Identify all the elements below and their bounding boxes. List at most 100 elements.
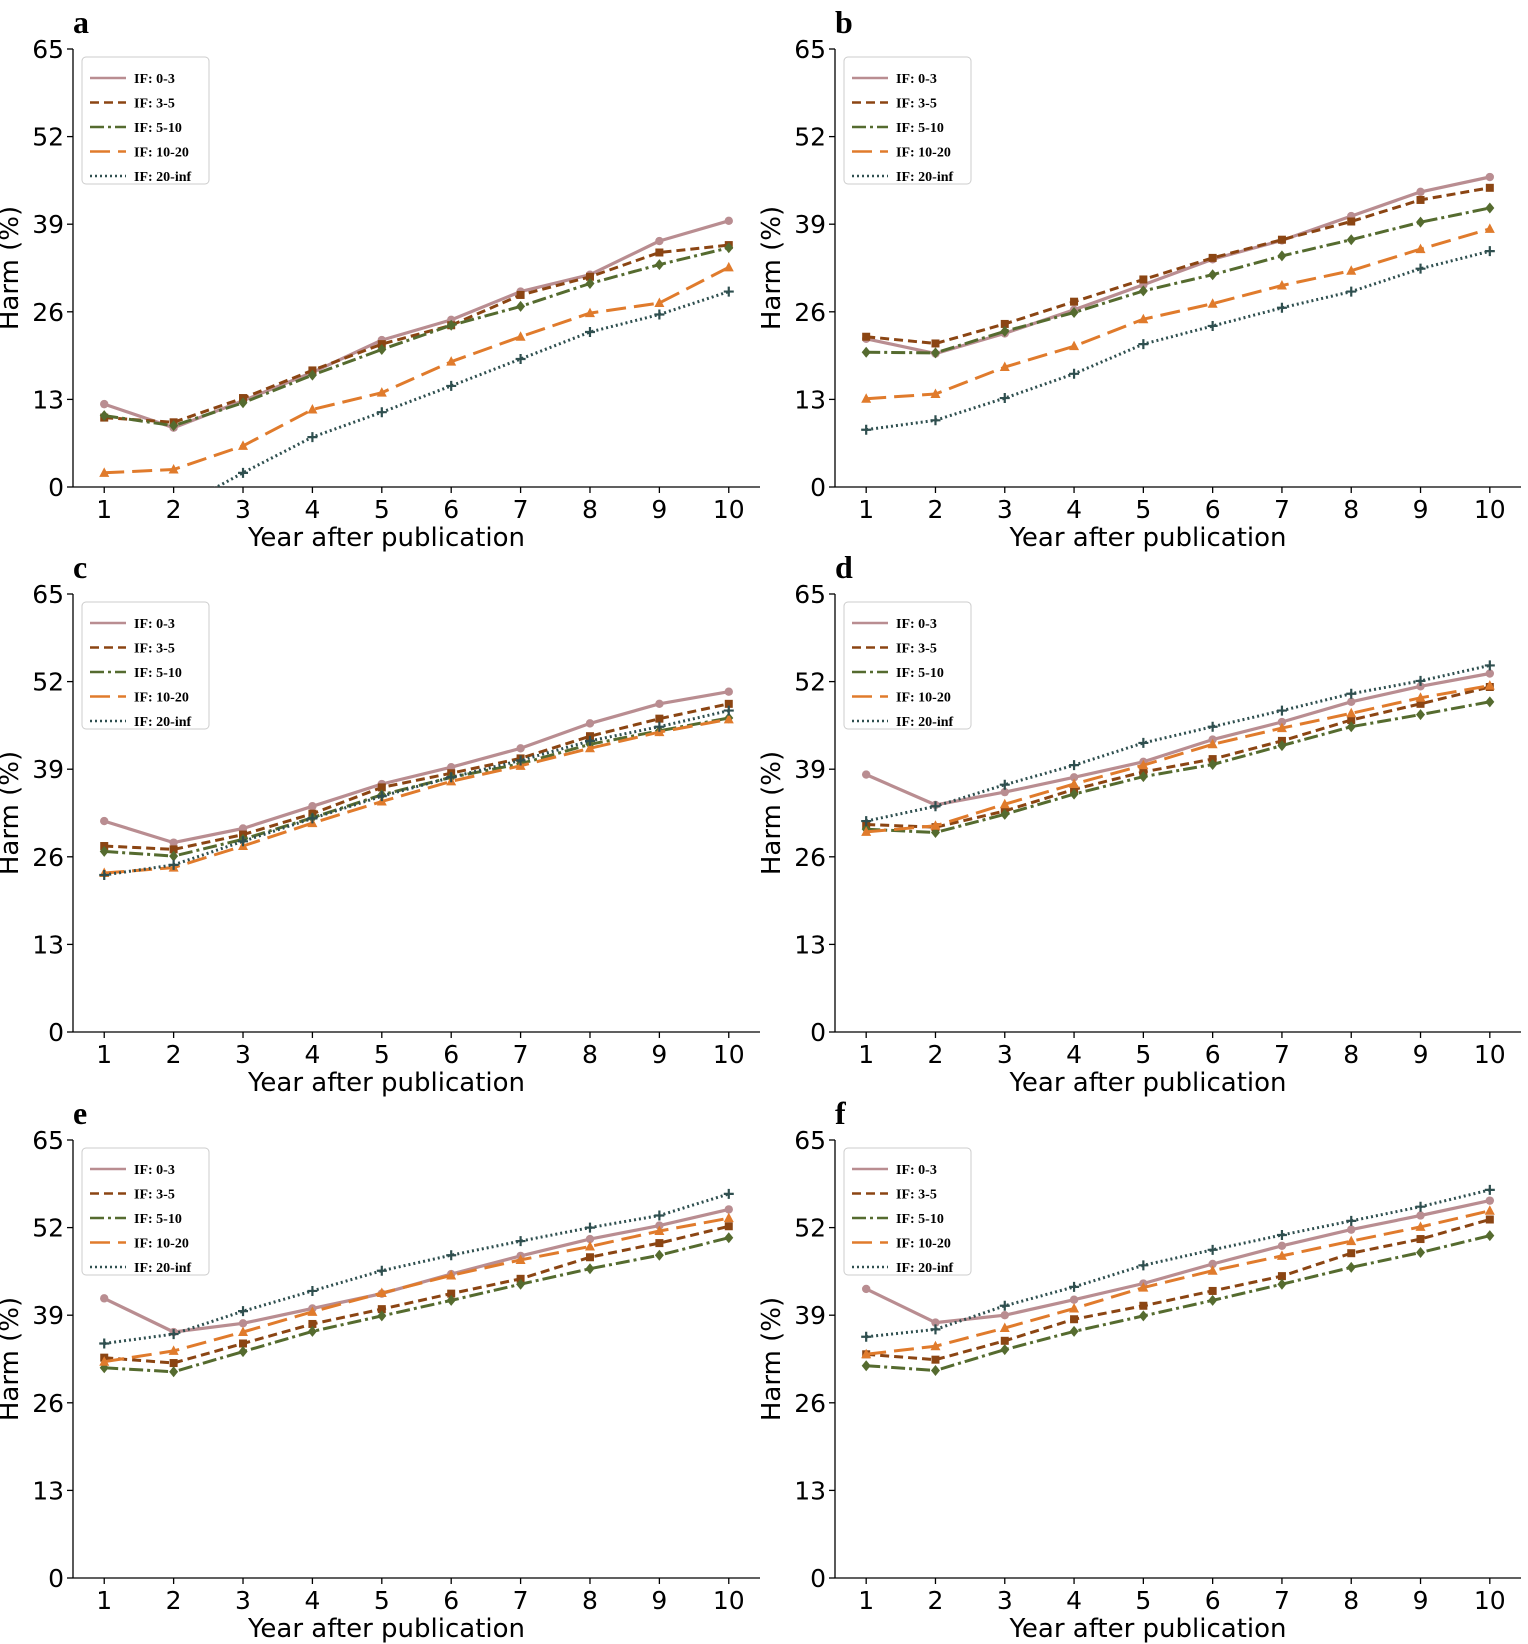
x-axis-title: Year after publication bbox=[247, 523, 525, 553]
legend-box bbox=[81, 601, 210, 730]
data-point bbox=[446, 356, 457, 366]
legend: IF: 0-3 IF: 3-5 IF: 5-10 IF: 10-20 IF: 20-in… bbox=[843, 56, 972, 185]
x-tick-label: 7 bbox=[1274, 1586, 1290, 1615]
data-point bbox=[585, 272, 594, 281]
data-point bbox=[1208, 1294, 1218, 1306]
legend-label: IF: 0-3 bbox=[134, 617, 175, 632]
data-point bbox=[377, 1305, 386, 1314]
series-line bbox=[103, 709, 730, 877]
series-line bbox=[104, 1224, 730, 1365]
data-point bbox=[1207, 320, 1218, 331]
data-point bbox=[99, 1338, 110, 1349]
series-line bbox=[866, 684, 1491, 834]
legend-label: IF: 5-10 bbox=[896, 1212, 944, 1227]
data-point bbox=[1347, 217, 1356, 226]
data-point bbox=[1000, 787, 1009, 797]
plot-area bbox=[861, 1184, 1495, 1376]
data-point bbox=[515, 1254, 526, 1264]
x-tick-label: 2 bbox=[928, 1040, 944, 1069]
x-tick-label: 10 bbox=[713, 495, 745, 524]
data-point bbox=[584, 1240, 595, 1251]
data-point bbox=[1485, 1215, 1494, 1224]
series-line bbox=[103, 1216, 730, 1364]
series-line bbox=[866, 186, 1491, 345]
data-point bbox=[1416, 195, 1425, 204]
data-point bbox=[238, 467, 249, 478]
x-tick-label: 1 bbox=[858, 495, 874, 524]
data-point bbox=[1138, 1310, 1148, 1322]
data-point bbox=[930, 1364, 940, 1376]
data-point bbox=[169, 420, 179, 432]
data-point bbox=[169, 1359, 178, 1368]
x-tick-label: 6 bbox=[443, 1040, 459, 1069]
data-point bbox=[584, 307, 595, 318]
legend-label: IF: 10-20 bbox=[896, 691, 951, 706]
data-point bbox=[861, 1348, 872, 1359]
legend-label: IF: 0-3 bbox=[134, 1163, 175, 1178]
x-tick-label: 3 bbox=[235, 1040, 251, 1069]
series-line bbox=[104, 265, 730, 475]
data-point bbox=[655, 248, 664, 257]
y-tick-label: 13 bbox=[32, 930, 64, 959]
series-line bbox=[865, 175, 1491, 356]
chart-panel-b: b 0 13 26 39 52 65 1 2 3 4 5 6 7 8 9 10 Year after public… bbox=[757, 4, 1521, 553]
data-point bbox=[861, 770, 871, 779]
data-point bbox=[1069, 778, 1080, 789]
series-line bbox=[866, 227, 1491, 401]
legend: IF: 0-3 IF: 3-5 IF: 5-10 IF: 10-20 IF: 20-in… bbox=[843, 601, 972, 730]
data-point bbox=[446, 1294, 456, 1306]
x-tick-label: 10 bbox=[713, 1586, 745, 1615]
x-tick-label: 8 bbox=[1343, 1586, 1359, 1615]
x-tick-label: 2 bbox=[166, 1586, 182, 1615]
data-point bbox=[1416, 709, 1426, 721]
data-point bbox=[99, 1356, 110, 1366]
legend-label: IF: 10-20 bbox=[134, 691, 189, 706]
x-tick-label: 9 bbox=[651, 1586, 667, 1615]
legend-box bbox=[81, 56, 210, 185]
x-axis-title: Year after publication bbox=[1008, 1614, 1286, 1644]
x-tick-label: 4 bbox=[1066, 1040, 1082, 1069]
data-point bbox=[723, 713, 734, 724]
data-point bbox=[584, 327, 595, 338]
data-point bbox=[169, 1366, 179, 1378]
series-line bbox=[865, 671, 1491, 807]
data-point bbox=[585, 277, 595, 289]
data-point bbox=[168, 1329, 179, 1340]
data-point bbox=[655, 699, 664, 709]
y-tick-label: 13 bbox=[32, 385, 64, 414]
x-tick-label: 6 bbox=[1205, 1040, 1221, 1069]
data-point bbox=[446, 380, 457, 391]
data-point bbox=[238, 440, 249, 450]
data-point bbox=[169, 850, 179, 862]
panel-letter: e bbox=[73, 1095, 87, 1131]
series-line bbox=[104, 243, 729, 424]
y-tick-label: 65 bbox=[794, 580, 826, 609]
plot-area bbox=[861, 660, 1495, 839]
y-tick-label: 39 bbox=[794, 1301, 826, 1330]
data-point bbox=[515, 1236, 526, 1247]
y-tick-label: 26 bbox=[32, 843, 64, 872]
series-line bbox=[104, 702, 730, 851]
data-point bbox=[1000, 1344, 1010, 1356]
data-point bbox=[1416, 1211, 1425, 1220]
data-point bbox=[1000, 319, 1009, 328]
series-line bbox=[103, 1192, 730, 1345]
legend-label: IF: 20-inf bbox=[134, 170, 192, 185]
data-point bbox=[584, 1222, 595, 1233]
x-tick-label: 7 bbox=[513, 1586, 529, 1615]
panel-letter: d bbox=[835, 549, 853, 585]
data-point bbox=[169, 845, 178, 854]
data-point bbox=[724, 687, 733, 696]
x-tick-label: 3 bbox=[997, 495, 1013, 524]
data-point bbox=[1000, 1336, 1009, 1345]
data-point bbox=[1346, 1235, 1357, 1246]
legend-label: IF: 5-10 bbox=[896, 121, 944, 136]
data-point bbox=[1415, 243, 1426, 254]
legend-label: IF: 3-5 bbox=[134, 642, 175, 657]
series-line bbox=[866, 685, 1491, 829]
data-point bbox=[376, 407, 387, 418]
x-tick-label: 10 bbox=[713, 1040, 745, 1069]
x-tick-label: 10 bbox=[1474, 1040, 1506, 1069]
y-tick-label: 13 bbox=[794, 1476, 826, 1505]
data-point bbox=[1484, 246, 1495, 257]
